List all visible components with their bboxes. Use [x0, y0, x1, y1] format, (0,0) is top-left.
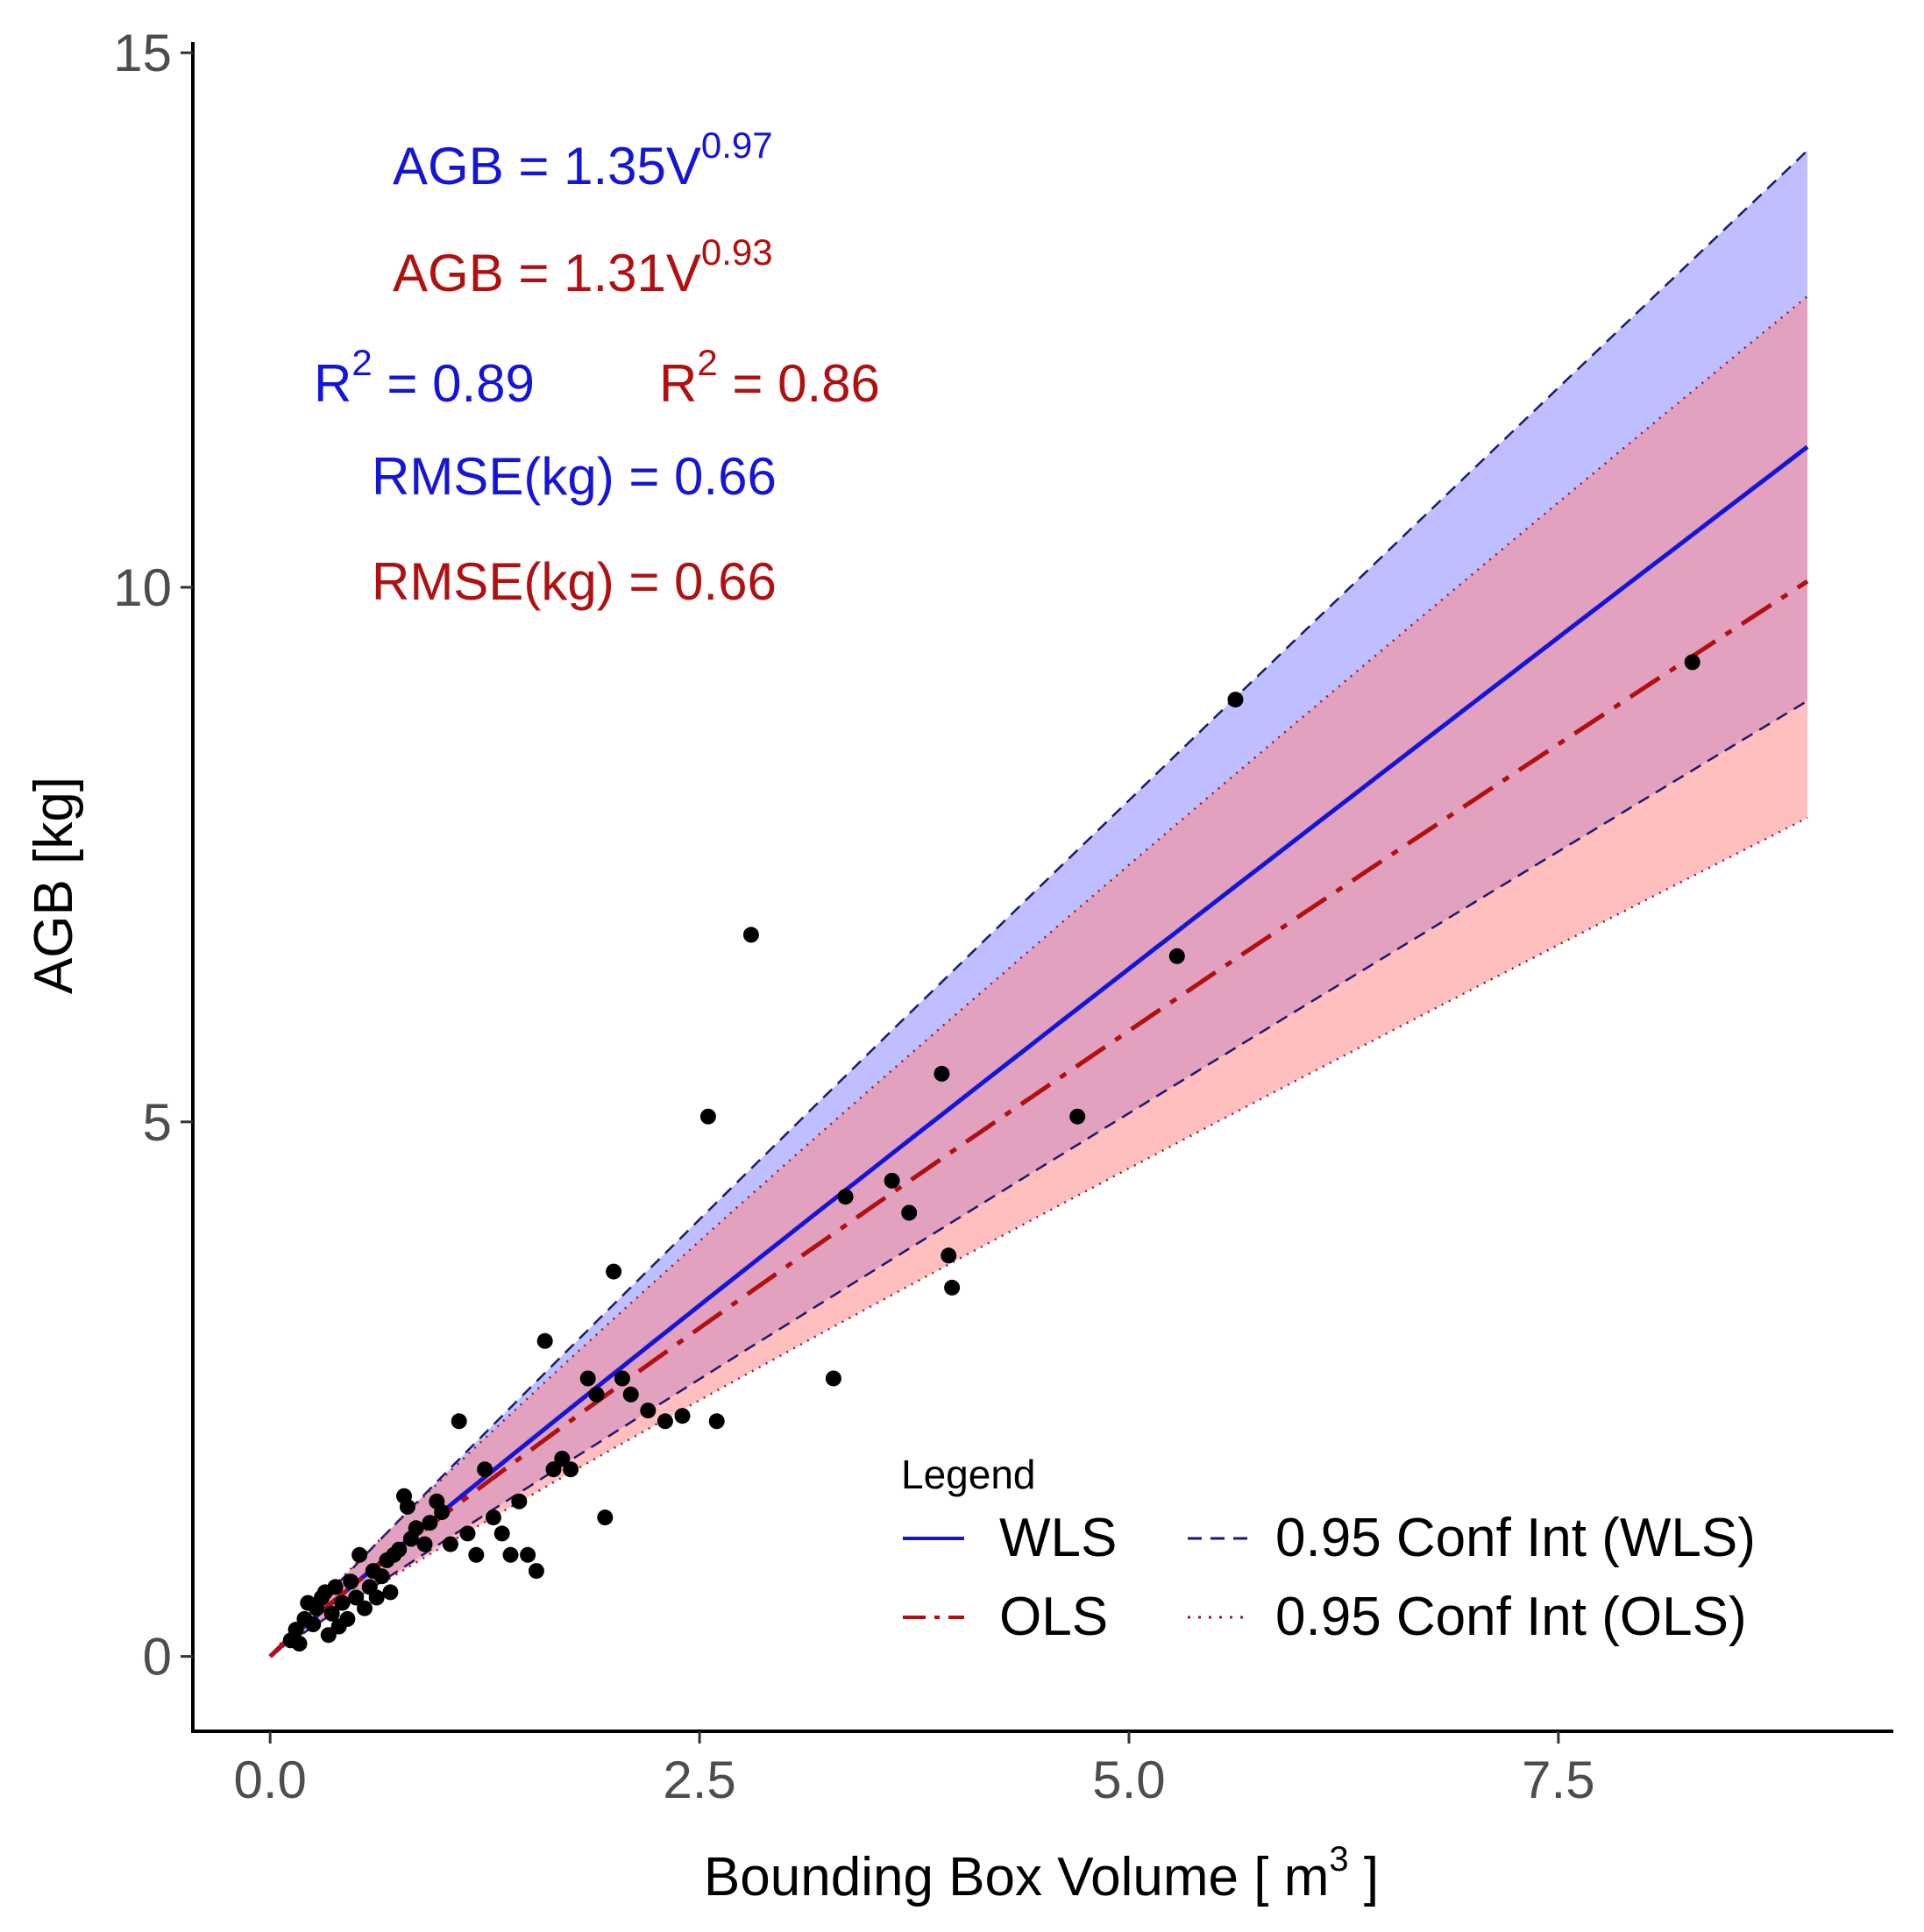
data-point — [901, 1204, 918, 1221]
data-point — [884, 1172, 900, 1189]
legend: Legend WLS 0.95 Conf Int (WLS) OLS 0.95 Con… — [901, 1452, 1756, 1647]
wls-eq-annotation: AGB = 1.35V0.97 — [393, 124, 773, 195]
data-point — [1069, 1108, 1086, 1125]
data-point — [622, 1386, 639, 1403]
data-point — [477, 1461, 493, 1478]
data-point — [408, 1520, 424, 1537]
data-point — [382, 1584, 399, 1601]
data-point — [699, 1108, 716, 1125]
data-point — [468, 1546, 485, 1563]
data-point — [588, 1386, 605, 1403]
data-point — [323, 1605, 340, 1622]
confidence-interval-lines — [269, 149, 1808, 1658]
y-axis-title: AGB [kg] — [24, 777, 84, 994]
data-point — [1684, 654, 1700, 671]
ols-ci-lower-line — [269, 816, 1808, 1658]
fit-lines — [268, 444, 1809, 1659]
x-tick-label: 0.0 — [233, 1751, 306, 1809]
data-point — [536, 1332, 553, 1349]
ols-confidence-band — [270, 296, 1808, 1657]
data-point — [327, 1579, 344, 1595]
data-point — [305, 1616, 322, 1632]
data-point — [442, 1536, 458, 1552]
data-point — [357, 1600, 373, 1616]
y-axis-ticks: 0 5 10 15 — [113, 24, 193, 1687]
data-point — [291, 1636, 308, 1651]
data-point — [614, 1370, 630, 1387]
data-point — [511, 1493, 528, 1509]
data-point — [459, 1525, 476, 1542]
data-point — [451, 1413, 467, 1430]
data-point — [825, 1370, 841, 1387]
y-tick-label: 15 — [113, 24, 172, 82]
legend-label: OLS — [999, 1587, 1108, 1647]
data-point — [485, 1509, 501, 1526]
x-axis-title: Bounding Box Volume [ m3 ] — [704, 1840, 1379, 1907]
legend-label: WLS — [999, 1508, 1117, 1568]
wls-confidence-band — [270, 150, 1808, 1657]
x-tick-label: 2.5 — [663, 1751, 735, 1809]
data-point — [1227, 692, 1244, 708]
wls-ci-lower-line — [269, 700, 1808, 1658]
y-tick-label: 10 — [113, 558, 172, 617]
data-point — [837, 1189, 854, 1205]
data-point — [391, 1541, 408, 1558]
data-point — [606, 1263, 622, 1280]
wls-r2-annotation: R2 = 0.89 — [314, 342, 535, 413]
x-tick-label: 7.5 — [1522, 1751, 1594, 1809]
data-point — [520, 1546, 536, 1563]
data-point — [373, 1568, 390, 1585]
data-point — [348, 1589, 365, 1606]
data-point — [434, 1504, 451, 1520]
data-point — [934, 1065, 950, 1082]
data-point — [640, 1403, 657, 1419]
legend-label: 0.95 Conf Int (WLS) — [1275, 1508, 1756, 1568]
y-tick-label: 5 — [143, 1093, 172, 1152]
x-tick-label: 5.0 — [1092, 1751, 1165, 1809]
equation-annotations: AGB = 1.35V0.97 AGB = 1.31V0.93 R2 = 0.89 R… — [314, 124, 880, 611]
wls-fit-line — [268, 444, 1809, 1659]
y-tick-label: 0 — [143, 1628, 172, 1687]
data-point — [339, 1610, 356, 1627]
data-point — [399, 1498, 415, 1515]
data-points — [282, 654, 1700, 1651]
confidence-bands — [270, 150, 1808, 1657]
wls-rmse-annotation: RMSE(kg) = 0.66 — [372, 447, 777, 506]
data-point — [528, 1563, 544, 1580]
data-point — [708, 1413, 725, 1430]
data-point — [579, 1370, 596, 1387]
legend-title: Legend — [901, 1452, 1036, 1497]
ols-eq-annotation: AGB = 1.31V0.93 — [393, 231, 773, 302]
data-point — [545, 1461, 562, 1478]
axes — [191, 42, 1893, 1733]
ols-ci-upper-line — [269, 295, 1808, 1658]
data-point — [502, 1546, 519, 1563]
data-point — [563, 1461, 579, 1478]
data-point — [657, 1413, 673, 1430]
data-point — [422, 1515, 438, 1531]
data-point — [742, 927, 759, 943]
data-point — [368, 1589, 385, 1606]
data-point — [288, 1622, 304, 1638]
data-point — [416, 1536, 433, 1552]
data-point — [493, 1525, 510, 1542]
x-axis-ticks: 0.0 2.5 5.0 7.5 — [233, 1731, 1595, 1809]
data-point — [351, 1546, 368, 1563]
data-point — [343, 1573, 359, 1590]
legend-label: 0.95 Conf Int (OLS) — [1275, 1587, 1747, 1647]
data-point — [1168, 948, 1185, 964]
ols-fit-line — [268, 579, 1809, 1659]
data-point — [554, 1451, 571, 1467]
ols-rmse-annotation: RMSE(kg) = 0.66 — [372, 552, 777, 611]
data-point — [334, 1595, 351, 1611]
data-point — [597, 1509, 614, 1526]
wls-ci-upper-line — [269, 149, 1808, 1658]
data-point — [941, 1247, 957, 1264]
data-point — [674, 1408, 691, 1424]
data-point — [944, 1279, 961, 1296]
ols-r2-annotation: R2 = 0.86 — [659, 342, 880, 413]
